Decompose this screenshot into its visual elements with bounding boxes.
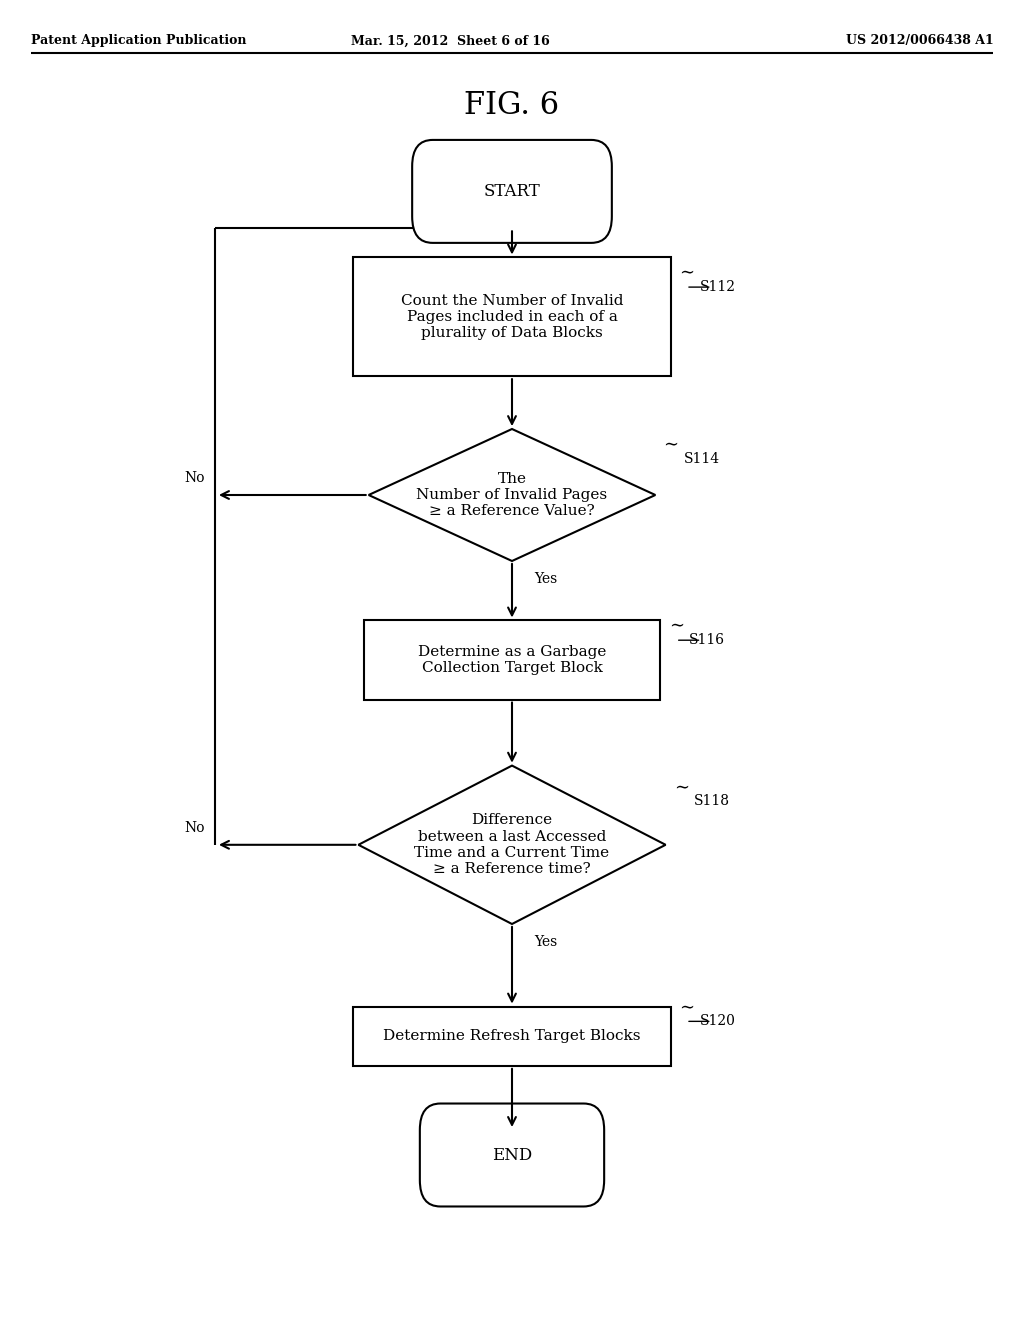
- Text: No: No: [184, 471, 205, 484]
- Text: Difference
between a last Accessed
Time and a Current Time
≥ a Reference time?: Difference between a last Accessed Time …: [415, 813, 609, 876]
- Bar: [353, 1006, 671, 1067]
- Text: ∼: ∼: [679, 264, 694, 281]
- Bar: [364, 620, 660, 700]
- Text: S118: S118: [694, 795, 730, 808]
- Text: FIG. 6: FIG. 6: [465, 90, 559, 121]
- Text: S112: S112: [699, 280, 735, 294]
- Text: Mar. 15, 2012  Sheet 6 of 16: Mar. 15, 2012 Sheet 6 of 16: [351, 34, 550, 48]
- Text: The
Number of Invalid Pages
≥ a Reference Value?: The Number of Invalid Pages ≥ a Referenc…: [417, 471, 607, 519]
- Text: S120: S120: [699, 1014, 735, 1028]
- Text: Patent Application Publication: Patent Application Publication: [31, 34, 246, 48]
- FancyBboxPatch shape: [420, 1104, 604, 1206]
- Text: Yes: Yes: [535, 935, 558, 949]
- Text: END: END: [492, 1147, 532, 1163]
- Polygon shape: [358, 766, 666, 924]
- Text: ∼: ∼: [674, 777, 689, 796]
- Text: Count the Number of Invalid
Pages included in each of a
plurality of Data Blocks: Count the Number of Invalid Pages includ…: [400, 293, 624, 341]
- Text: ∼: ∼: [664, 436, 679, 454]
- Text: ∼: ∼: [669, 616, 684, 635]
- Polygon shape: [369, 429, 655, 561]
- Text: No: No: [184, 821, 205, 834]
- Text: S114: S114: [684, 451, 720, 466]
- Text: S116: S116: [689, 634, 725, 647]
- Text: Determine Refresh Target Blocks: Determine Refresh Target Blocks: [383, 1030, 641, 1043]
- Text: Determine as a Garbage
Collection Target Block: Determine as a Garbage Collection Target…: [418, 645, 606, 675]
- Bar: [353, 257, 671, 376]
- Text: Yes: Yes: [535, 572, 558, 586]
- Text: START: START: [483, 183, 541, 199]
- Text: US 2012/0066438 A1: US 2012/0066438 A1: [846, 34, 993, 48]
- FancyBboxPatch shape: [412, 140, 611, 243]
- Text: ∼: ∼: [679, 998, 694, 1016]
